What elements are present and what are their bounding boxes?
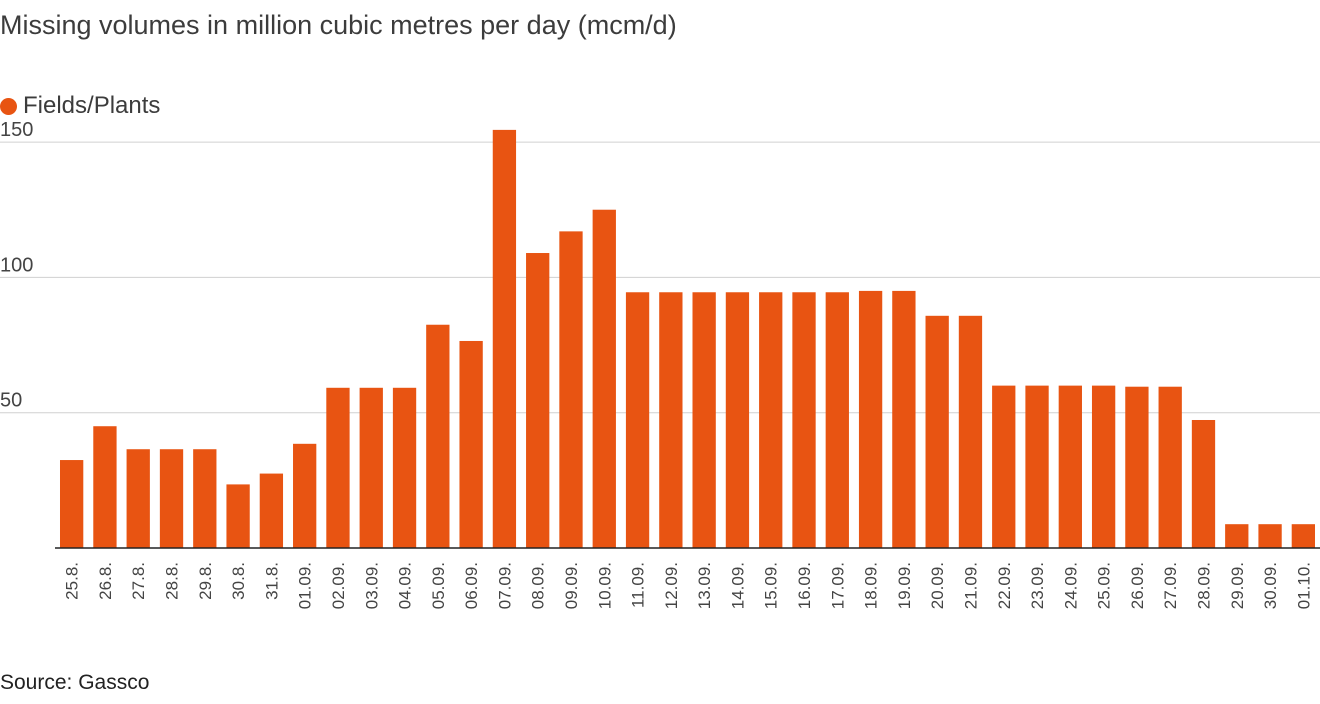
x-tick-label: 28.09. — [1194, 562, 1213, 609]
x-tick-label: 13.09. — [695, 562, 714, 609]
bar — [625, 292, 650, 548]
x-tick-label: 23.09. — [1028, 562, 1047, 609]
x-tick-label: 29.8. — [196, 562, 215, 600]
bar — [958, 315, 983, 548]
bar — [592, 209, 616, 548]
bar — [1258, 524, 1282, 548]
x-tick-label: 30.09. — [1261, 562, 1280, 609]
x-tick-label: 05.09. — [429, 562, 448, 609]
bar — [1158, 386, 1182, 548]
y-tick-label: 150 — [0, 119, 33, 141]
bar — [492, 129, 517, 548]
x-tick-label: 10.09. — [595, 562, 614, 609]
x-tick-label: 17.09. — [828, 562, 847, 609]
bar — [1191, 419, 1216, 548]
bar — [925, 315, 949, 548]
bar — [892, 290, 916, 548]
bar — [226, 484, 250, 548]
x-tick-label: 11.09. — [629, 562, 648, 608]
x-tick-label: 30.8. — [229, 562, 248, 600]
x-tick-label: 25.09. — [1095, 562, 1114, 609]
x-tick-label: 31.8. — [262, 562, 281, 600]
x-tick-label: 27.8. — [129, 562, 148, 600]
bar — [725, 292, 750, 548]
x-tick-label: 06.09. — [462, 562, 481, 609]
x-tick-label: 01.10. — [1294, 562, 1313, 609]
x-tick-label: 29.09. — [1228, 562, 1247, 609]
bar — [1025, 385, 1049, 548]
bar — [692, 292, 716, 548]
x-tick-label: 18.09. — [862, 562, 881, 609]
x-tick-label: 09.09. — [562, 562, 581, 609]
x-tick-label: 21.09. — [961, 562, 980, 609]
bar — [426, 324, 450, 548]
legend-swatch — [0, 97, 17, 115]
bar — [193, 449, 217, 548]
y-tick-label: 100 — [0, 254, 33, 276]
x-tick-label: 02.09. — [329, 562, 348, 609]
x-tick-label: 22.09. — [995, 562, 1014, 609]
x-tick-label: 24.09. — [1061, 562, 1080, 609]
y-tick-label: 50 — [0, 390, 22, 412]
x-tick-label: 07.09. — [495, 562, 514, 609]
x-tick-label: 04.09. — [396, 562, 415, 609]
x-tick-label: 26.8. — [96, 562, 115, 600]
x-tick-label: 14.09. — [728, 562, 747, 609]
bar — [159, 449, 184, 548]
bar — [559, 231, 583, 548]
bar — [1291, 524, 1316, 548]
bar — [293, 443, 317, 548]
x-tick-label: 08.09. — [529, 562, 548, 609]
bar — [359, 387, 383, 548]
bar — [126, 449, 150, 548]
x-tick-label: 26.09. — [1128, 562, 1147, 609]
bar — [326, 387, 350, 548]
bar — [526, 253, 550, 549]
bar — [93, 426, 117, 548]
bar — [1091, 385, 1116, 548]
bar — [1225, 524, 1249, 548]
bar — [858, 290, 883, 548]
source-note: Source: Gassco — [0, 671, 150, 694]
bar — [1125, 386, 1149, 548]
bar — [825, 292, 849, 548]
bar-chart: 50 100 150 25.8. 26.8. 27.8. 28.8. 29.8. 30.8. 31… — [0, 119, 1320, 609]
x-tick-label: 16.09. — [795, 562, 814, 609]
x-tick-label: 19.09. — [895, 562, 914, 609]
bar — [459, 340, 483, 548]
bar — [659, 292, 683, 548]
x-tick-label: 20.09. — [928, 562, 947, 609]
x-tick-label: 12.09. — [662, 562, 681, 609]
x-tick-label: 28.8. — [163, 562, 182, 600]
legend-label: Fields/Plants — [23, 92, 161, 119]
x-tick-label: 27.09. — [1161, 562, 1180, 609]
x-tick-label: 25.8. — [63, 562, 82, 600]
bar — [992, 385, 1016, 548]
bar — [59, 460, 84, 548]
chart-title: Missing volumes in million cubic metres … — [0, 10, 677, 40]
bar — [1058, 385, 1082, 548]
bar — [792, 292, 816, 548]
legend: Fields/Plants — [0, 92, 160, 120]
x-tick-label: 01.09. — [296, 562, 315, 609]
x-tick-label: 03.09. — [362, 562, 381, 609]
bar — [259, 473, 284, 548]
bar — [759, 292, 783, 548]
bar — [392, 387, 417, 548]
x-tick-label: 15.09. — [762, 562, 781, 609]
